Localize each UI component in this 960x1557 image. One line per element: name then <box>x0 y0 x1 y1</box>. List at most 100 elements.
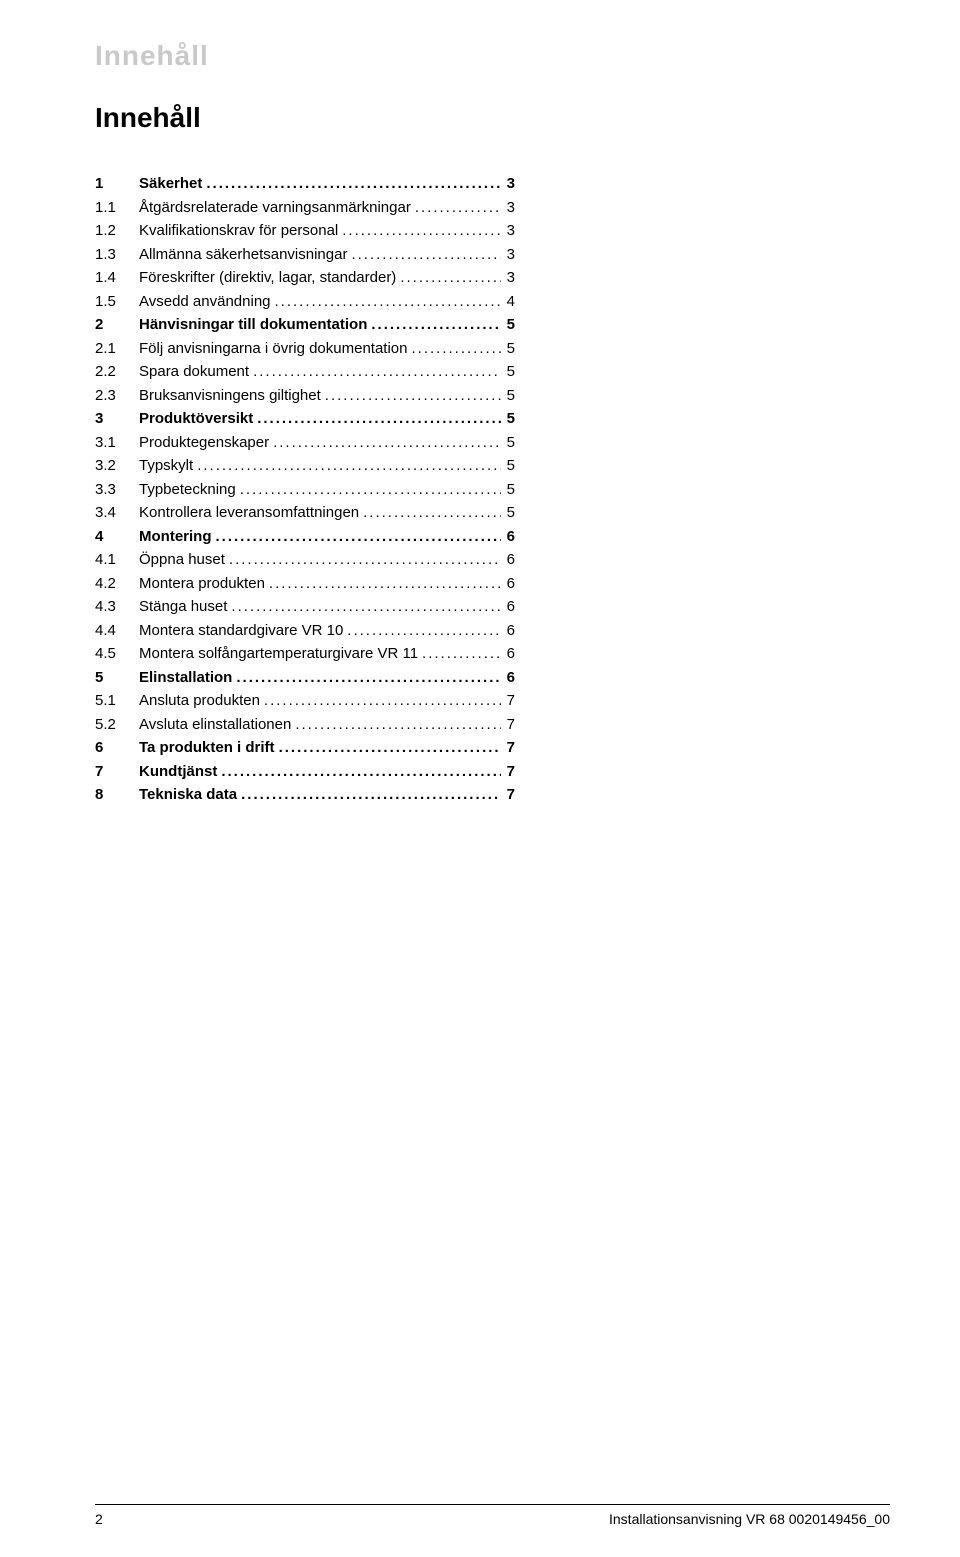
table-of-contents: 1Säkerhet 3 1.1Åtgärdsrelaterade varningsa… <box>95 174 515 805</box>
doc-id: Installationsanvisning VR 68 0020149456_… <box>609 1511 890 1527</box>
toc-entry-page: 6 <box>501 597 515 617</box>
toc-entry: 4.1Öppna huset6 <box>95 550 515 570</box>
toc-leader <box>347 245 500 265</box>
toc-leader <box>253 409 500 429</box>
toc-entry-number: 2.3 <box>95 386 139 406</box>
toc-leader <box>359 503 501 523</box>
toc-entry-label: Bruksanvisningens giltighet <box>139 386 321 406</box>
toc-leader <box>411 198 501 218</box>
toc-entry-number: 3.2 <box>95 456 139 476</box>
toc-entry: 3.1Produktegenskaper5 <box>95 433 515 453</box>
toc-entry-label: Följ anvisningarna i övrig dokumentation <box>139 339 407 359</box>
toc-leader <box>367 315 500 335</box>
toc-entry: 4.5Montera solfångartemperaturgivare VR … <box>95 644 515 664</box>
toc-entry-label: Typskylt <box>139 456 193 476</box>
toc-entry-number: 5.2 <box>95 715 139 735</box>
toc-leader <box>265 574 501 594</box>
toc-entry-page: 3 <box>501 245 515 265</box>
toc-entry-number: 2 <box>95 315 139 335</box>
toc-entry-number: 1.3 <box>95 245 139 265</box>
toc-entry-number: 1.4 <box>95 268 139 288</box>
toc-entry-label: Ansluta produkten <box>139 691 260 711</box>
toc-leader <box>260 691 501 711</box>
toc-leader <box>249 362 501 382</box>
toc-entry: 4.3Stänga huset6 <box>95 597 515 617</box>
toc-entry-label: Elinstallation <box>139 668 232 688</box>
toc-entry-page: 7 <box>501 738 515 758</box>
toc-entry-number: 5 <box>95 668 139 688</box>
toc-entry-label: Montera solfångartemperaturgivare VR 11 <box>139 644 418 664</box>
toc-entry-number: 3.4 <box>95 503 139 523</box>
toc-entry-number: 2.1 <box>95 339 139 359</box>
toc-entry-page: 5 <box>501 386 515 406</box>
toc-entry-page: 5 <box>501 339 515 359</box>
toc-entry: 4.4Montera standardgivare VR 106 <box>95 621 515 641</box>
toc-entry-label: Åtgärdsrelaterade varningsanmärkningar <box>139 198 411 218</box>
toc-entry: 5.2Avsluta elinstallationen7 <box>95 715 515 735</box>
toc-entry-number: 4.4 <box>95 621 139 641</box>
toc-entry-label: Kvalifikationskrav för personal <box>139 221 338 241</box>
toc-entry-page: 6 <box>501 527 515 547</box>
page-footer: 2 Installationsanvisning VR 68 002014945… <box>95 1504 890 1527</box>
toc-leader <box>225 550 501 570</box>
toc-entry-number: 4.2 <box>95 574 139 594</box>
toc-entry-label: Tekniska data <box>139 785 237 805</box>
toc-leader <box>343 621 500 641</box>
toc-entry-page: 5 <box>501 503 515 523</box>
toc-entry-page: 3 <box>501 174 515 194</box>
toc-leader <box>236 480 501 500</box>
toc-entry: 1.3Allmänna säkerhetsanvisningar 3 <box>95 245 515 265</box>
toc-entry-label: Produktegenskaper <box>139 433 269 453</box>
toc-entry-label: Montera produkten <box>139 574 265 594</box>
toc-leader <box>407 339 500 359</box>
toc-entry: 1Säkerhet 3 <box>95 174 515 194</box>
toc-leader <box>237 785 501 805</box>
toc-entry-number: 8 <box>95 785 139 805</box>
toc-entry-page: 3 <box>501 268 515 288</box>
toc-entry: 2.2Spara dokument5 <box>95 362 515 382</box>
toc-leader <box>418 644 501 664</box>
toc-heading: Innehåll <box>95 102 890 134</box>
toc-entry: 1.5Avsedd användning4 <box>95 292 515 312</box>
toc-leader <box>232 668 500 688</box>
toc-entry-label: Kundtjänst <box>139 762 217 782</box>
toc-entry-label: Montera standardgivare VR 10 <box>139 621 343 641</box>
toc-entry: 8Tekniska data 7 <box>95 785 515 805</box>
toc-entry: 1.4Föreskrifter (direktiv, lagar, standa… <box>95 268 515 288</box>
toc-entry-number: 4.3 <box>95 597 139 617</box>
toc-entry-number: 4.5 <box>95 644 139 664</box>
toc-entry-page: 3 <box>501 221 515 241</box>
toc-entry-label: Kontrollera leveransomfattningen <box>139 503 359 523</box>
toc-entry-label: Produktöversikt <box>139 409 253 429</box>
toc-entry: 2.3Bruksanvisningens giltighet 5 <box>95 386 515 406</box>
toc-entry: 2.1Följ anvisningarna i övrig dokumentat… <box>95 339 515 359</box>
toc-entry-page: 7 <box>501 691 515 711</box>
toc-entry: 3Produktöversikt5 <box>95 409 515 429</box>
toc-entry-number: 7 <box>95 762 139 782</box>
toc-entry-page: 6 <box>501 644 515 664</box>
toc-entry-label: Allmänna säkerhetsanvisningar <box>139 245 347 265</box>
toc-entry-page: 5 <box>501 433 515 453</box>
toc-leader <box>269 433 501 453</box>
toc-leader <box>338 221 500 241</box>
toc-entry-number: 6 <box>95 738 139 758</box>
toc-leader <box>291 715 500 735</box>
toc-entry-page: 5 <box>501 362 515 382</box>
toc-entry-label: Avsedd användning <box>139 292 271 312</box>
toc-entry: 3.3Typbeteckning5 <box>95 480 515 500</box>
toc-entry: 4Montering6 <box>95 527 515 547</box>
toc-entry-label: Montering <box>139 527 212 547</box>
toc-leader <box>202 174 500 194</box>
toc-entry-page: 5 <box>501 480 515 500</box>
toc-entry-number: 3 <box>95 409 139 429</box>
toc-entry: 2Hänvisningar till dokumentation5 <box>95 315 515 335</box>
toc-entry-page: 6 <box>501 668 515 688</box>
toc-entry-number: 1 <box>95 174 139 194</box>
toc-entry: 1.2Kvalifikationskrav för personal 3 <box>95 221 515 241</box>
toc-entry-page: 7 <box>501 785 515 805</box>
toc-entry-number: 1.2 <box>95 221 139 241</box>
toc-leader <box>275 738 501 758</box>
toc-entry-number: 4.1 <box>95 550 139 570</box>
toc-entry-label: Säkerhet <box>139 174 202 194</box>
toc-entry-number: 1.1 <box>95 198 139 218</box>
